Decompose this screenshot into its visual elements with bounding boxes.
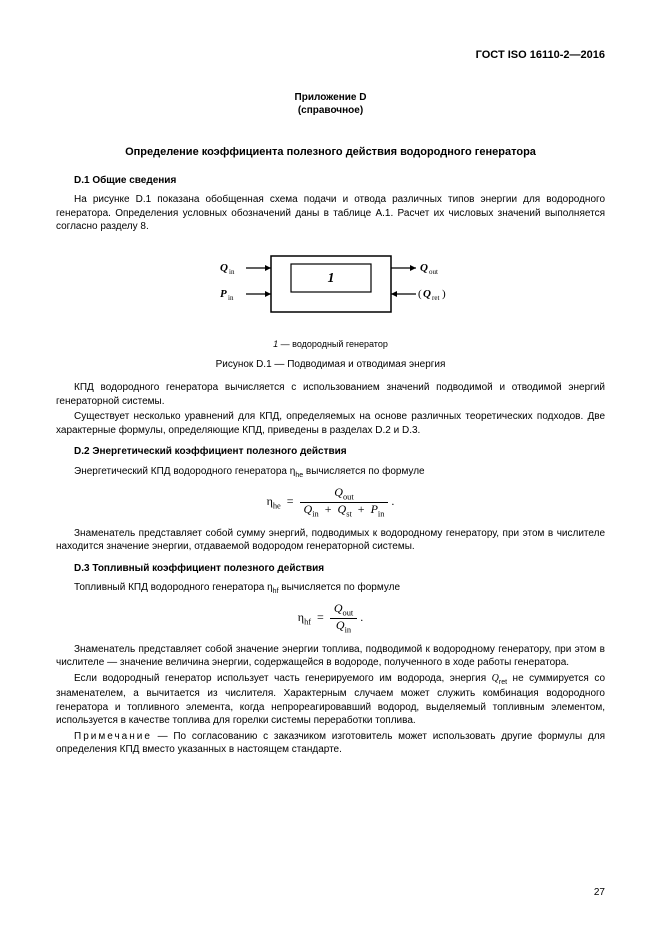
d3-p3-q: Q (492, 673, 499, 684)
d3-num: Q (334, 601, 343, 615)
figure-d1: 1 Q in P in Q out ( Q ret ) 1 — водородн (216, 244, 446, 350)
document-code: ГОСТ ISO 16110-2—2016 (56, 48, 605, 63)
svg-text:in: in (229, 268, 235, 276)
d3-paragraph-3: Если водородный генератор использует час… (56, 672, 605, 728)
d3-den-sub: in (345, 625, 352, 634)
d3-den: Q (336, 618, 345, 632)
d2-num-sub: out (343, 493, 354, 502)
svg-text:out: out (429, 268, 438, 276)
d3-lhs-sub: hf (304, 618, 311, 627)
d3-paragraph-1: Топливный КПД водородного генератора ηhf… (56, 581, 605, 596)
d1-paragraph-1: На рисунке D.1 показана обобщенная схема… (56, 193, 605, 234)
appendix-heading: Приложение D (справочное) (56, 91, 605, 117)
d2-den-b-sub: st (346, 509, 352, 518)
d2-lhs-sub: he (273, 502, 281, 511)
note-label: Примечание (74, 731, 152, 742)
d2-den-c: P (371, 502, 378, 516)
d3-paragraph-2: Знаменатель представляет собой значение … (56, 643, 605, 670)
svg-text:Q: Q (423, 288, 431, 300)
svg-text:Q: Q (220, 262, 228, 274)
d3-num-sub: out (343, 609, 354, 618)
appendix-line2: (справочное) (298, 105, 363, 116)
d3-note: Примечание — По согласованию с заказчико… (56, 730, 605, 757)
svg-text:ret: ret (432, 294, 439, 302)
d3-p3-a: Если водородный генератор использует час… (74, 673, 492, 684)
d3-p3-qsub: ret (499, 679, 507, 686)
svg-text:1: 1 (327, 271, 334, 286)
d2-den-b: Q (338, 502, 347, 516)
d3-p1-b: вычисляется по формуле (279, 582, 400, 593)
page-number: 27 (594, 886, 605, 900)
figure-caption: Рисунок D.1 — Подводимая и отводимая эне… (56, 358, 605, 372)
svg-text:P: P (220, 288, 227, 300)
svg-text:in: in (228, 294, 234, 302)
legend-text: — водородный генератор (278, 339, 388, 349)
section-d2-title: D.2 Энергетический коэффициент полезного… (74, 445, 605, 459)
svg-text:(: ( (418, 288, 422, 300)
diagram-svg: 1 Q in P in Q out ( Q ret ) (216, 244, 446, 334)
main-title: Определение коэффициента полезного дейст… (56, 145, 605, 160)
d2-paragraph-1: Энергетический КПД водородного генератор… (56, 465, 605, 480)
formula-d3: ηhf = Qout Qin . (56, 602, 605, 634)
d2-paragraph-2: Знаменатель представляет собой сумму эне… (56, 527, 605, 554)
formula-d2: ηhe = Qout Qin + Qst + Pin . (56, 486, 605, 518)
appendix-line1: Приложение D (295, 92, 367, 103)
svg-text:): ) (442, 288, 446, 300)
d1-paragraph-3: Существует несколько уравнений для КПД, … (56, 410, 605, 437)
d1-paragraph-2: КПД водородного генератора вычисляется с… (56, 381, 605, 408)
section-d1-title: D.1 Общие сведения (74, 174, 605, 188)
d2-num: Q (334, 485, 343, 499)
d2-p1-a: Энергетический КПД водородного генератор… (74, 466, 295, 477)
page: ГОСТ ISO 16110-2—2016 Приложение D (спра… (0, 0, 661, 935)
d2-den-c-sub: in (378, 509, 385, 518)
figure-legend: 1 — водородный генератор (216, 338, 446, 350)
d3-p1-a: Топливный КПД водородного генератора η (74, 582, 273, 593)
d2-den-a: Q (304, 502, 313, 516)
d2-p1-b: вычисляется по формуле (303, 466, 424, 477)
svg-text:Q: Q (420, 262, 428, 274)
d2-p1-sub: he (295, 472, 303, 479)
d2-den-a-sub: in (312, 509, 319, 518)
section-d3-title: D.3 Топливный коэффициент полезного дейс… (74, 562, 605, 576)
